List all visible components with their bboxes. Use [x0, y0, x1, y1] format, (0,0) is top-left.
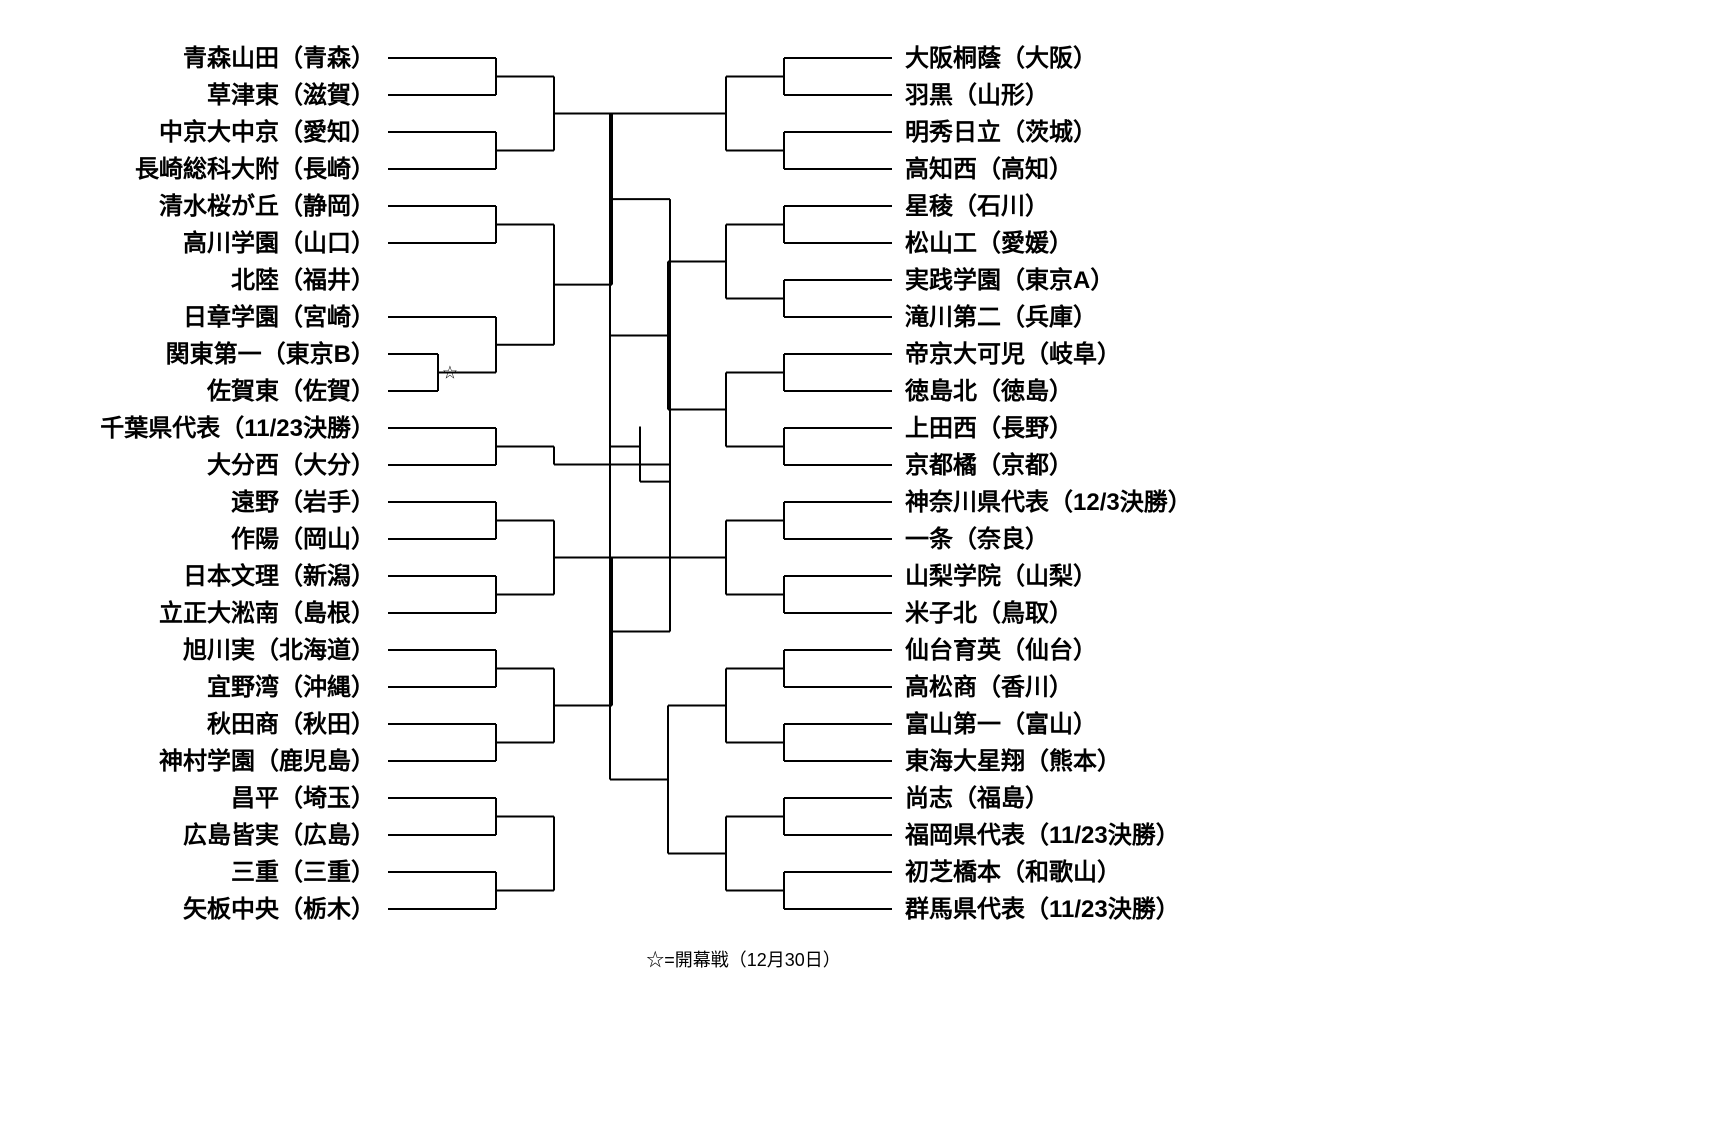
team-label: 帝京大可児（岐阜） [905, 340, 1121, 368]
team-label: 日章学園（宮崎） [183, 303, 375, 331]
team-label: 広島皆実（広島） [183, 821, 375, 849]
team-label: 関東第一（東京B） [166, 340, 375, 368]
team-label: 長崎総科大附（長崎） [135, 155, 375, 183]
team-label: 星稜（石川） [905, 193, 1049, 220]
team-label: 京都橘（京都） [905, 451, 1073, 479]
team-label: 群馬県代表（11/23決勝） [905, 896, 1180, 923]
team-label: 草津東（滋賀） [207, 81, 375, 109]
team-label: 清水桜が丘（静岡） [159, 192, 375, 220]
team-label: 青森山田（青森） [183, 45, 375, 72]
team-label: 徳島北（徳島） [904, 377, 1073, 405]
team-label: 明秀日立（茨城） [905, 118, 1097, 146]
team-label: 中京大中京（愛知） [159, 118, 375, 146]
team-label: 米子北（鳥取） [905, 599, 1073, 627]
team-label: 北陸（福井） [231, 267, 375, 294]
team-label: 宜野湾（沖縄） [207, 673, 375, 701]
team-label: 一条（奈良） [905, 525, 1049, 553]
team-label: 初芝橋本（和歌山） [905, 859, 1121, 886]
team-label: 大阪桐蔭（大阪） [905, 45, 1097, 72]
team-label: 高松商（香川） [905, 673, 1073, 701]
team-label: 佐賀東（佐賀） [206, 378, 375, 405]
footnote: ☆=開幕戦（12月30日） [646, 950, 841, 970]
team-label: 神村学園（鹿児島） [159, 747, 375, 775]
team-label: 昌平（埼玉） [231, 785, 375, 812]
team-label: 高知西（高知） [905, 155, 1073, 183]
team-label: 秋田商（秋田） [207, 710, 375, 738]
team-label: 大分西（大分） [207, 452, 375, 479]
team-label: 松山工（愛媛） [905, 230, 1073, 257]
team-label: 高川学園（山口） [183, 229, 375, 257]
team-label: 福岡県代表（11/23決勝） [904, 822, 1180, 849]
team-label: 立正大淞南（島根） [159, 599, 375, 627]
team-label: 山梨学院（山梨） [905, 562, 1097, 590]
team-label: 尚志（福島） [905, 784, 1049, 812]
team-label: 矢板中央（栃木） [183, 895, 375, 923]
team-label: 神奈川県代表（12/3決勝） [905, 489, 1192, 516]
team-label: 滝川第二（兵庫） [905, 303, 1097, 331]
team-label: 富山第一（富山） [905, 710, 1097, 738]
team-label: 実践学園（東京A） [905, 266, 1114, 294]
team-label: 仙台育英（仙台） [905, 636, 1097, 664]
team-label: 東海大星翔（熊本） [905, 747, 1121, 775]
team-label: 旭川実（北海道） [182, 636, 375, 664]
team-label: 作陽（岡山） [231, 526, 375, 553]
team-label: 羽黒（山形） [905, 82, 1049, 109]
team-label: 三重（三重） [231, 859, 375, 886]
team-label: 千葉県代表（11/23決勝） [100, 415, 375, 442]
team-label: 遠野（岩手） [231, 488, 375, 516]
team-label: 日本文理（新潟） [183, 562, 375, 590]
team-label: 上田西（長野） [905, 415, 1073, 442]
